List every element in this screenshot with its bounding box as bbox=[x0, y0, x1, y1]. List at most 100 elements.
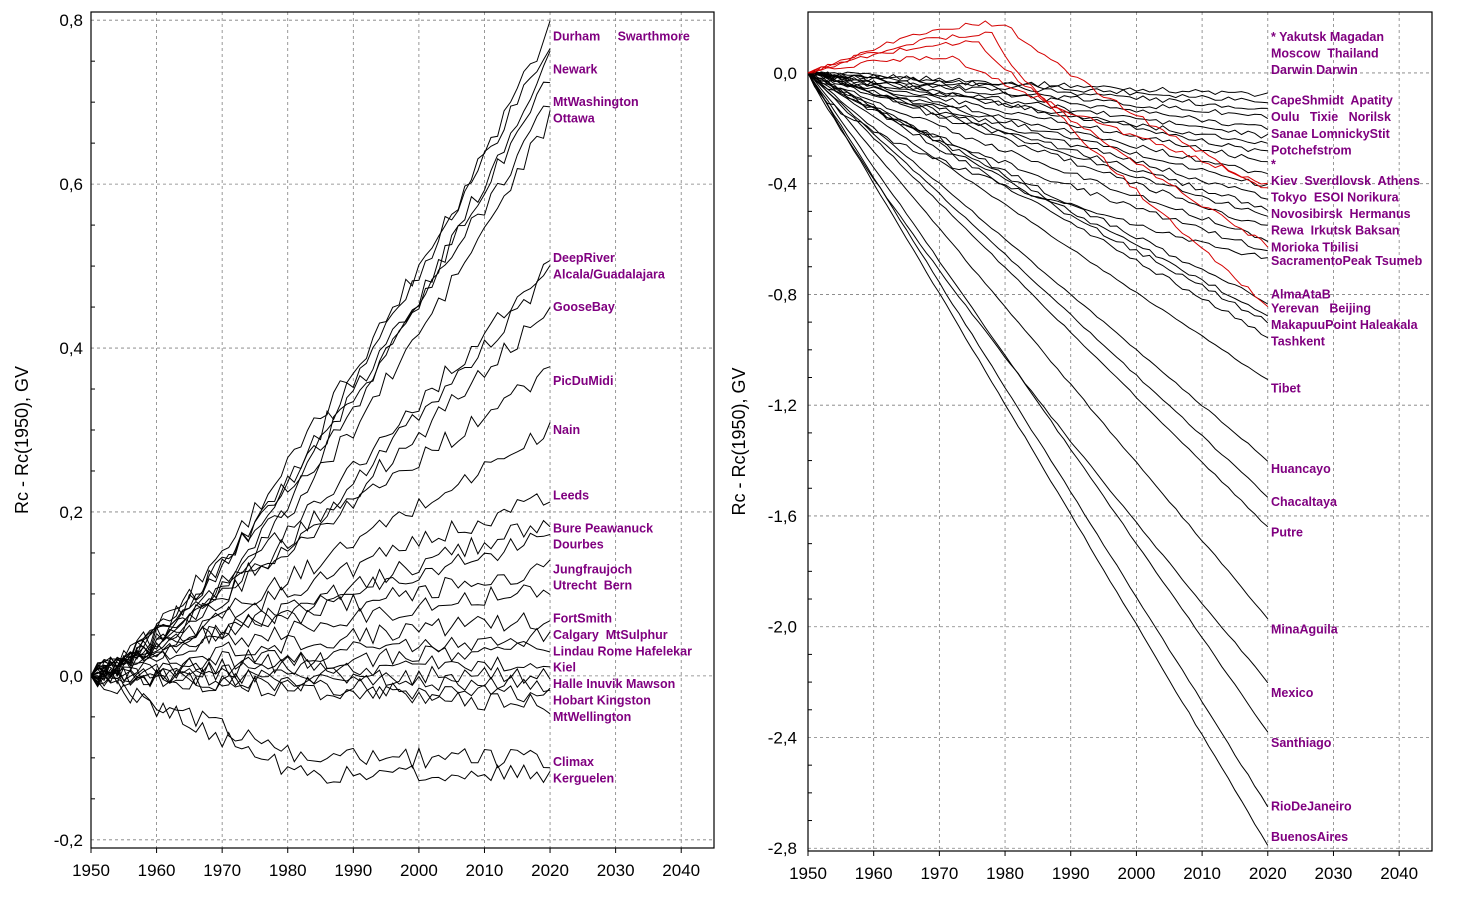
series-line bbox=[807, 72, 1269, 462]
x-tick-label: 1970 bbox=[920, 864, 958, 883]
y-axis-label: Rc - Rc(1950), GV bbox=[12, 366, 32, 514]
station-label: DeepRiver bbox=[553, 251, 615, 265]
series-line bbox=[807, 72, 1269, 305]
x-tick-label: 1990 bbox=[334, 861, 372, 880]
station-label: Potchefstrom bbox=[1271, 143, 1352, 157]
series-line bbox=[807, 72, 1269, 808]
station-label: Rewa Irkutsk Baksan bbox=[1271, 224, 1400, 238]
station-label: MakapuuPoint Haleakala bbox=[1271, 318, 1419, 332]
station-label: Moscow Thailand bbox=[1271, 47, 1379, 61]
x-tick-label: 1980 bbox=[986, 864, 1024, 883]
series-line bbox=[807, 72, 1269, 211]
station-label: Yerevan Beijing bbox=[1271, 301, 1371, 315]
y-tick-label: 0,8 bbox=[59, 11, 83, 30]
left-panel: 1950 1960 1970 1980 1990 2000 2010 2020 2030 2040… bbox=[12, 11, 715, 880]
station-label: FortSmith bbox=[553, 612, 612, 626]
station-label: Chacaltaya bbox=[1271, 495, 1338, 509]
highlight-series-line bbox=[807, 40, 1269, 248]
station-label: Alcala/Guadalajara bbox=[553, 267, 666, 281]
station-label: PicDuMidi bbox=[553, 374, 613, 388]
series-line bbox=[90, 110, 551, 678]
station-label: BuenosAires bbox=[1271, 830, 1348, 844]
x-tick-label: 2010 bbox=[1183, 864, 1221, 883]
y-tick-label: 0,4 bbox=[59, 339, 83, 358]
station-label: Huancayo bbox=[1271, 462, 1331, 476]
y-tick-label: 0,2 bbox=[59, 503, 83, 522]
station-label: Santhiago bbox=[1271, 736, 1332, 750]
station-label: Kiel bbox=[553, 661, 576, 675]
series-line bbox=[90, 655, 551, 684]
station-label: Oulu Tixie Norilsk bbox=[1271, 110, 1391, 124]
series-line bbox=[90, 81, 551, 677]
series-line bbox=[807, 72, 1269, 846]
station-label: Novosibirsk Hermanus bbox=[1271, 207, 1411, 221]
station-label: Ottawa bbox=[553, 112, 596, 126]
station-label: Utrecht Bern bbox=[553, 579, 632, 593]
station-label: * Yakutsk Magadan bbox=[1271, 30, 1384, 44]
x-tick-label: 2020 bbox=[1249, 864, 1287, 883]
series-line bbox=[90, 627, 551, 683]
y-axis-label: Rc - Rc(1950), GV bbox=[729, 367, 749, 515]
station-label: Dourbes bbox=[553, 538, 604, 552]
series-line bbox=[90, 669, 551, 715]
x-tick-label: 1950 bbox=[72, 861, 110, 880]
station-label: Halle Inuvik Mawson bbox=[553, 677, 675, 691]
station-label: Morioka Tbilisi bbox=[1271, 240, 1359, 254]
y-tick-label: -0,2 bbox=[54, 831, 83, 850]
series-line bbox=[807, 72, 1268, 226]
x-tick-label: 2030 bbox=[1315, 864, 1353, 883]
right-panel: 1950 1960 1970 1980 1990 2000 2010 2020 2030 2040… bbox=[729, 11, 1433, 883]
series-line bbox=[807, 72, 1269, 339]
station-label: SacramentoPeak Tsumeb bbox=[1271, 254, 1423, 268]
series-line bbox=[807, 72, 1269, 317]
series-line bbox=[90, 493, 551, 677]
station-label: MtWellington bbox=[553, 710, 631, 724]
highlight-series-line bbox=[807, 31, 1269, 307]
y-tick-label: 0,6 bbox=[59, 175, 83, 194]
station-label: Hobart Kingston bbox=[553, 693, 651, 707]
series-line bbox=[807, 70, 1269, 131]
series-line bbox=[90, 366, 551, 677]
x-tick-label: 1960 bbox=[138, 861, 176, 880]
y-tick-label: -2,0 bbox=[768, 618, 797, 637]
x-tick-label: 2000 bbox=[1118, 864, 1156, 883]
series-line bbox=[90, 559, 551, 677]
y-tick-label: -0,8 bbox=[768, 285, 797, 304]
series-line bbox=[807, 72, 1269, 733]
x-tick-label: 2010 bbox=[466, 861, 504, 880]
series-line bbox=[90, 265, 551, 678]
series-line bbox=[90, 20, 551, 683]
station-label: Durham Swarthmore bbox=[553, 30, 690, 44]
series-line bbox=[90, 675, 551, 770]
y-tick-label: -2,4 bbox=[768, 728, 797, 747]
station-label: Tashkent bbox=[1271, 335, 1326, 349]
series-line bbox=[807, 71, 1268, 187]
highlight-series-line bbox=[807, 55, 1268, 185]
station-label: Leeds bbox=[553, 489, 589, 503]
x-tick-label: 1980 bbox=[269, 861, 307, 880]
series-line bbox=[90, 612, 551, 678]
station-label: Darwin Darwin bbox=[1271, 63, 1358, 77]
station-label: Mexico bbox=[1271, 686, 1314, 700]
station-label: GooseBay bbox=[553, 300, 615, 314]
x-tick-label: 1950 bbox=[789, 864, 827, 883]
series-line bbox=[807, 72, 1269, 528]
series-line bbox=[90, 260, 551, 684]
station-label: Nain bbox=[553, 423, 580, 437]
x-tick-label: 2030 bbox=[597, 861, 635, 880]
station-label: Newark bbox=[553, 62, 598, 76]
y-tick-label: -1,2 bbox=[768, 396, 797, 415]
series-line bbox=[807, 72, 1268, 260]
series-line bbox=[90, 667, 551, 693]
x-tick-label: 2000 bbox=[400, 861, 438, 880]
highlight-series-line bbox=[807, 20, 1268, 189]
series-line bbox=[807, 72, 1268, 252]
y-tick-label: -1,6 bbox=[768, 507, 797, 526]
station-label: RioDeJaneiro bbox=[1271, 800, 1352, 814]
series-line bbox=[90, 665, 551, 687]
x-tick-label: 1990 bbox=[1052, 864, 1090, 883]
series-line bbox=[807, 71, 1268, 163]
station-label: AlmaAtaB bbox=[1271, 287, 1331, 301]
series-line bbox=[807, 72, 1269, 242]
station-label: * bbox=[1271, 157, 1276, 171]
